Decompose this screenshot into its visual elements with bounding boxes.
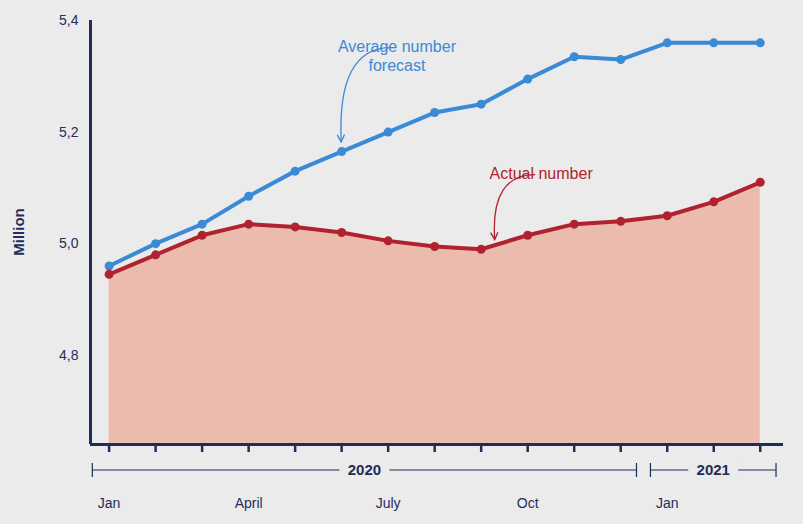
svg-text:5,4: 5,4 <box>59 12 79 28</box>
svg-text:2020: 2020 <box>348 461 381 478</box>
svg-text:4,8: 4,8 <box>59 347 79 363</box>
svg-text:Actual number: Actual number <box>490 165 594 182</box>
svg-text:5,0: 5,0 <box>59 235 79 251</box>
svg-text:April: April <box>235 495 263 511</box>
svg-text:Jan: Jan <box>656 495 679 511</box>
svg-text:Million: Million <box>10 208 27 256</box>
svg-text:2021: 2021 <box>697 461 730 478</box>
svg-text:Jan: Jan <box>98 495 121 511</box>
svg-text:Oct: Oct <box>517 495 539 511</box>
svg-text:5,2: 5,2 <box>59 124 79 140</box>
svg-text:July: July <box>376 495 401 511</box>
svg-text:Average numberforecast: Average numberforecast <box>338 38 457 74</box>
